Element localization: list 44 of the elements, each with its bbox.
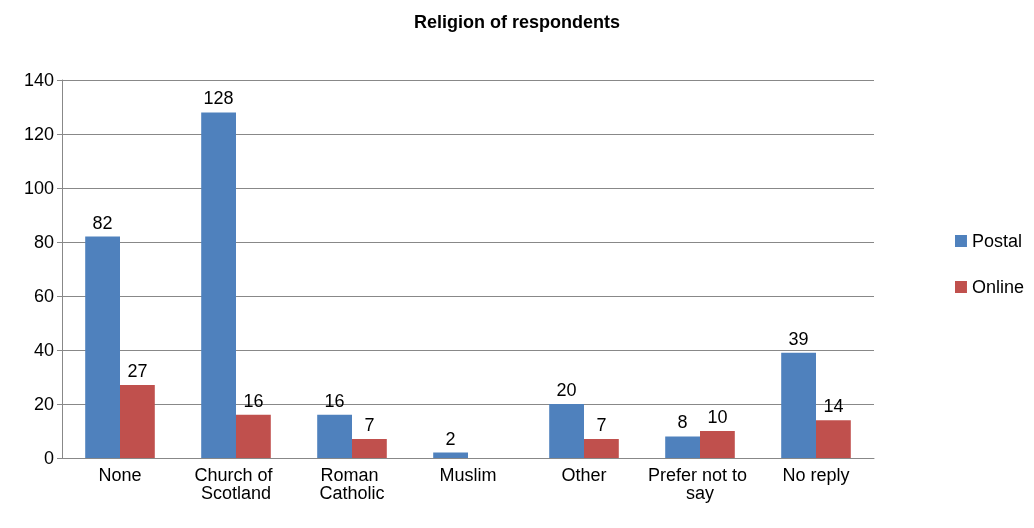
- x-tick-label: Other: [561, 465, 607, 485]
- bar: [549, 404, 584, 458]
- bar: [816, 420, 851, 458]
- data-label: 8: [677, 412, 688, 433]
- bar: [317, 414, 352, 458]
- data-label: 27: [127, 361, 148, 382]
- y-tick-label: 140: [23, 70, 54, 90]
- data-label: 7: [596, 415, 607, 436]
- bar: [352, 439, 387, 458]
- bar: [700, 431, 735, 458]
- bar: [433, 452, 468, 458]
- bar: [781, 352, 816, 458]
- y-tick-label: 100: [23, 178, 54, 198]
- y-tick-label: 80: [33, 232, 54, 252]
- data-label: 39: [788, 328, 809, 349]
- data-label: 128: [203, 88, 234, 109]
- legend-label: Online: [971, 277, 1024, 297]
- y-tick-label: 40: [33, 340, 54, 360]
- legend-label: Postal: [971, 231, 1022, 251]
- y-tick-label: 120: [23, 124, 54, 144]
- x-tick-label: No reply: [782, 465, 850, 485]
- x-tick-label: Roman Catholic: [319, 465, 385, 503]
- y-tick-label: 20: [33, 394, 54, 414]
- bar: [201, 112, 236, 458]
- bar: [665, 436, 700, 458]
- data-label: 10: [707, 407, 728, 427]
- data-label: 82: [92, 212, 113, 233]
- x-tick-label: Prefer not to say: [647, 465, 753, 503]
- bar: [236, 414, 271, 458]
- y-tick-label: 0: [43, 448, 54, 468]
- x-tick-label: None: [98, 465, 142, 485]
- data-label: 7: [364, 415, 375, 436]
- chart-title: Religion of respondents: [413, 12, 621, 32]
- bar: [85, 236, 120, 458]
- x-tick-label: Muslim: [439, 465, 497, 485]
- data-label: 14: [823, 396, 844, 417]
- bar: [120, 385, 155, 458]
- data-label: 16: [324, 390, 345, 411]
- data-label: 16: [243, 390, 264, 411]
- data-label: 20: [556, 380, 577, 400]
- x-tick-label: Church of Scotland: [194, 465, 278, 503]
- data-label: 2: [445, 428, 456, 449]
- y-tick-label: 60: [33, 286, 54, 306]
- bar: [584, 439, 619, 458]
